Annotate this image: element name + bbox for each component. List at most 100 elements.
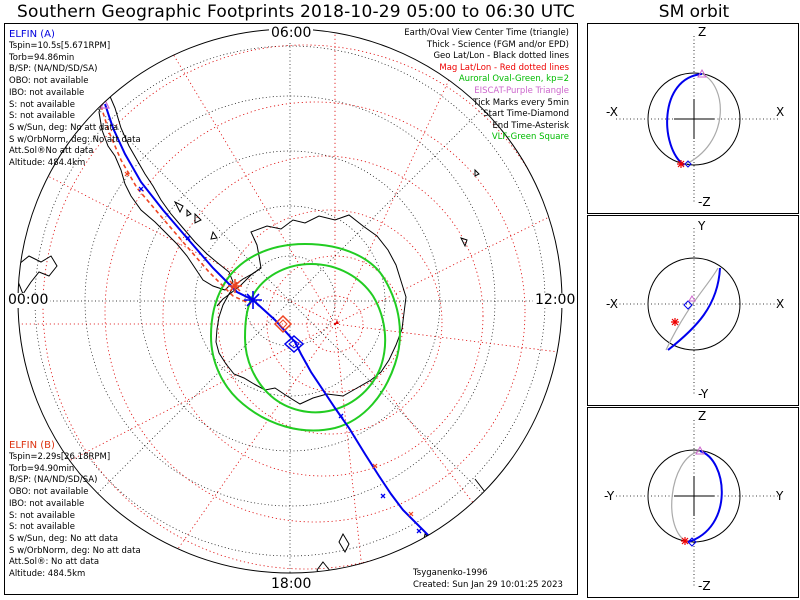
elfin-a-end-asterisk — [244, 291, 262, 309]
elfin-a-line: OBO: not available — [9, 76, 89, 87]
model-name: Tsyganenko-1996 — [413, 568, 488, 578]
sm-xy-dotted-axes — [616, 228, 778, 396]
new-zealand-coastline — [316, 532, 350, 573]
sm-yz-orbit-far-side — [671, 450, 701, 543]
legend-item: Geo Lat/Lon - Black dotted lines — [433, 51, 569, 62]
antarctica-coastline — [215, 214, 407, 405]
kerguelen-islands — [186, 168, 480, 248]
elfin-a-line: B/SP: (NA/ND/SD/SA) — [9, 64, 98, 75]
map-legend: Earth/Oval View Center Time (triangle) T… — [404, 28, 569, 144]
hour-label-bottom: 18:00 — [269, 576, 314, 592]
legend-item: VLF-Green Square — [491, 132, 569, 143]
sm-xy-view-triangle — [688, 295, 696, 302]
elfin-b-line: Att.Sol®: No att data — [9, 557, 100, 568]
south-georgia-islands — [173, 200, 218, 240]
sm-yz-label-right: Y — [776, 489, 784, 503]
elfin-a-start-diamond — [283, 334, 305, 354]
elfin-b-line: IBO: not available — [9, 498, 85, 509]
hour-label-top: 06:00 — [269, 25, 314, 41]
sm-xz-label-bottom: -Z — [698, 195, 711, 209]
pole-marker — [335, 320, 339, 324]
sm-yz-canvas — [616, 420, 778, 588]
sm-xy-orbit-far-side — [665, 267, 719, 351]
created-timestamp: Created: Sun Jan 29 10:01:25 2023 — [413, 580, 563, 590]
sm-xz-orbit-near-side — [666, 73, 703, 166]
sm-xz-crosshair — [674, 99, 714, 139]
tasmania-coastline — [422, 532, 454, 569]
elfin-b-line: S: not available — [9, 522, 75, 533]
elfin-a-line: Torb=94.86min — [9, 52, 75, 63]
elfin-a-tick-marks — [138, 186, 422, 534]
sm-yz-label-top: Z — [698, 409, 707, 423]
elfin-a-line: Tspin=10.5s[5.671RPM] — [9, 41, 111, 51]
sm-yz-crosshair — [674, 476, 714, 516]
sm-yz-view-triangle — [695, 445, 705, 455]
southern-footprint-map: 06:00 00:00 12:00 18:00 ELFIN (A) Tspin=… — [4, 23, 578, 595]
elfin-a-track — [104, 103, 458, 553]
sm-xz-view-triangle — [697, 68, 707, 78]
legend-item: Earth/Oval View Center Time (triangle) — [404, 28, 569, 38]
elfin-a-line: Att.Sol®No att data — [9, 146, 94, 157]
elfin-a-start-diamond-inner — [288, 339, 300, 349]
elfin-b-start-diamond — [273, 314, 293, 334]
elfin-a-info: ELFIN (A) Tspin=10.5s[5.671RPM] Torb=94.… — [9, 28, 141, 170]
hour-label-left: 00:00 — [6, 292, 51, 308]
sm-xy-label-left: -X — [606, 297, 618, 311]
hour-label-right: 12:00 — [533, 292, 577, 308]
plot-title: Southern Geographic Footprints 2018-10-2… — [16, 2, 575, 22]
sm-xy-end-asterisk — [671, 318, 679, 326]
legend-item: Tick Marks every 5min — [473, 97, 569, 108]
sm-yz-dotted-axes — [616, 420, 778, 588]
south-america-coastline — [98, 93, 234, 291]
legend-item: Mag Lat/Lon - Red dotted lines — [439, 62, 569, 73]
antarctic-peninsula — [216, 267, 262, 307]
australia-coastline — [474, 478, 562, 541]
elfin-a-line: S w/OrbNorm, deg: No att data — [9, 134, 141, 145]
elfin-b-info: ELFIN (B) Tspin=2.29s[26.18RPM] Torb=94.… — [9, 439, 141, 581]
elfin-b-tick-marks — [124, 171, 414, 517]
elfin-a-line: S w/Sun, deg: No att data — [9, 122, 119, 133]
sm-xz-orbit-far-side — [683, 73, 721, 166]
sm-orbit-yz-panel: -Y Y Z -Z — [587, 407, 799, 598]
elfin-b-line: S w/Sun, deg: No att data — [9, 533, 119, 544]
sm-xz-canvas — [616, 36, 778, 204]
sm-orbit-xz-panel: -X X Z -Z — [587, 23, 799, 214]
sm-xz-dotted-axes — [616, 36, 778, 204]
elfin-b-name: ELFIN (B) — [9, 440, 55, 451]
sm-orbit-title: SM orbit — [658, 2, 730, 22]
elfin-b-line: Altitude: 484.5km — [9, 569, 86, 580]
legend-item: EISCAT-Purple Triangle — [474, 85, 569, 96]
auroral-oval-outer — [209, 242, 401, 432]
sm-xy-earth-circle — [647, 257, 741, 351]
sm-yz-label-left: -Y — [604, 489, 615, 503]
elfin-a-name: ELFIN (A) — [9, 29, 55, 40]
sm-yz-start-diamond — [687, 537, 697, 547]
sm-xy-label-right: X — [776, 297, 785, 311]
auroral-oval-inner — [243, 262, 387, 414]
legend-item: Auroral Oval-Green, kp=2 — [458, 74, 569, 85]
elfin-b-end-asterisk — [228, 279, 242, 293]
elfin-b-line: B/SP: (NA/ND/SD/SA) — [9, 475, 98, 486]
sm-xz-label-right: X — [776, 105, 785, 119]
sm-xz-start-diamond — [684, 160, 692, 168]
elfin-b-start-diamond-inner — [278, 319, 288, 329]
elfin-b-line: OBO: not available — [9, 487, 89, 498]
sm-xy-orbit-near-side — [667, 267, 721, 351]
elfin-b-line: Tspin=2.29s[26.18RPM] — [9, 452, 111, 462]
sm-xy-start-diamond — [683, 300, 693, 310]
africa-coastline — [18, 255, 58, 296]
elfin-a-line: Altitude: 484.4km — [9, 158, 86, 169]
sm-yz-label-bottom: -Z — [698, 579, 711, 593]
sm-orbit-xy-panel: -X X Y -Y — [587, 215, 799, 406]
legend-item: End Time-Asterisk — [492, 120, 569, 131]
elfin-b-track — [100, 105, 252, 305]
sm-xz-label-left: -X — [606, 105, 618, 119]
elfin-a-line: IBO: not available — [9, 87, 85, 98]
sm-xz-earth-circle — [647, 72, 741, 166]
elfin-a-line: S: not available — [9, 99, 75, 110]
elfin-b-line: Torb=94.90min — [9, 463, 75, 474]
sm-yz-orbit-near-side — [687, 450, 723, 543]
sm-yz-end-asterisk — [681, 537, 689, 545]
elfin-b-line: S: not available — [9, 510, 75, 521]
